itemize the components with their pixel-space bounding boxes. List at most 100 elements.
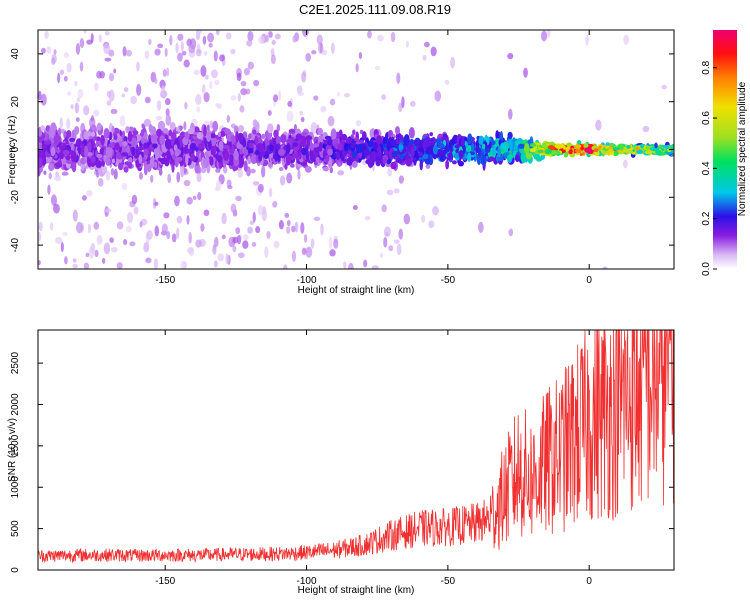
- spectrogram-cell: [289, 155, 295, 161]
- spectrogram-cell: [306, 138, 311, 148]
- spectrogram-cell: [221, 234, 226, 240]
- spectrogram-cell: [150, 156, 155, 169]
- spectrogram-cell: [193, 69, 200, 75]
- spectrogram-cell: [183, 121, 187, 131]
- spectrogram-cell: [76, 221, 83, 234]
- y-tick-label: 2500: [10, 352, 21, 375]
- spectrogram-cell: [291, 225, 296, 233]
- spectrogram-cell: [188, 43, 196, 54]
- spectrogram-cell: [619, 145, 624, 151]
- spectrogram-cell: [237, 124, 245, 133]
- spectrogram-cell: [70, 150, 77, 163]
- spectrogram-cell: [517, 143, 526, 149]
- spectrogram-cell: [430, 46, 437, 57]
- spectrogram-cell: [145, 257, 152, 264]
- spectrogram-cell: [48, 126, 56, 139]
- spectrogram-cell: [317, 127, 323, 136]
- spectrogram-cell: [613, 150, 619, 155]
- spectrogram-cell: [154, 201, 159, 206]
- spectrogram-cell: [46, 46, 52, 54]
- spectrogram-cell: [59, 117, 64, 129]
- page-title: C2E1.2025.111.09.08.R19: [298, 2, 452, 17]
- spectrogram-cell: [351, 161, 358, 168]
- spectrogram-cell: [352, 204, 358, 210]
- spectrogram-cell: [184, 131, 190, 140]
- spectrogram-cell: [377, 34, 384, 42]
- spectrogram-cell: [310, 122, 318, 134]
- spectrogram-cell: [346, 157, 354, 166]
- spectrogram-cell: [167, 173, 172, 184]
- snr-frame: [37, 329, 675, 571]
- spectrogram-cell: [113, 134, 118, 141]
- spectrogram-cell: [285, 143, 291, 154]
- spectrogram-cell: [98, 34, 102, 43]
- spectrogram-cell: [188, 231, 192, 244]
- spectrogram-cell: [387, 167, 393, 177]
- y-tick-label: 1500: [10, 434, 21, 457]
- spectrogram-cell: [437, 148, 442, 158]
- spectrogram-cell: [123, 166, 129, 173]
- spectrogram-cell: [319, 42, 323, 54]
- spectrogram-cell: [252, 129, 257, 135]
- spectrogram-cell: [186, 196, 193, 205]
- spectrogram-cell: [148, 38, 152, 46]
- spectrogram-cell: [584, 147, 590, 153]
- spectrogram-cell: [101, 257, 106, 264]
- spectrogram-cell: [131, 137, 138, 149]
- spectrogram-cell: [225, 253, 230, 265]
- spectrogram-cell: [116, 221, 124, 230]
- spectrogram-cell: [381, 204, 387, 213]
- spectrogram-cell: [85, 252, 90, 258]
- spectrogram-cell: [396, 243, 402, 256]
- spectrogram-cell: [247, 226, 253, 234]
- spectrogram-blobs: [38, 30, 674, 269]
- spectrogram-cell: [226, 115, 231, 123]
- spectrogram-cell: [318, 141, 323, 152]
- spectrogram-cell: [157, 43, 164, 49]
- spectrogram-cell: [268, 187, 273, 198]
- spectrogram-cell: [150, 174, 154, 183]
- spectrogram-cell: [267, 110, 272, 116]
- spectrogram-cell: [60, 241, 64, 253]
- spectrogram-cell: [326, 139, 333, 146]
- spectrogram-cell: [219, 54, 225, 62]
- spectrogram-cell: [162, 91, 168, 97]
- spectrogram-cell: [401, 96, 405, 109]
- spectrogram-cell: [329, 166, 334, 174]
- spectrogram-cell: [142, 132, 148, 140]
- spectrogram-cell: [429, 132, 434, 137]
- spectrogram-cell: [122, 141, 128, 147]
- spectrogram-cell: [236, 234, 242, 245]
- spectrogram-cell: [196, 132, 203, 140]
- spectrogram-cell: [227, 185, 233, 190]
- spectrogram-cell: [86, 190, 93, 197]
- spectrogram-cell: [376, 135, 383, 145]
- spectrogram-cell: [383, 236, 388, 248]
- spectrogram-cell: [71, 160, 77, 173]
- spectrogram-cell: [111, 125, 115, 134]
- spectrogram-cell: [40, 47, 46, 54]
- snr-x-ticks: -150 -100 -50 0: [155, 330, 592, 587]
- spectrogram-cell: [301, 131, 308, 136]
- spectrogram-cell: [123, 239, 128, 245]
- spectrogram-cell: [390, 161, 397, 170]
- spectrogram-cell: [236, 72, 242, 82]
- spectrogram-cell: [187, 128, 195, 135]
- spectrogram-cell: [143, 118, 152, 127]
- spectrogram-cell: [340, 133, 348, 141]
- spectrogram-cell: [239, 105, 245, 113]
- spectrogram-cell: [264, 246, 269, 259]
- snr-x-axis-label: Height of straight line (km): [298, 585, 415, 596]
- spectrogram-cell: [336, 91, 341, 97]
- spectrogram-cell: [225, 32, 232, 40]
- spectrogram-cell: [457, 160, 465, 167]
- spectrogram-cell: [185, 153, 189, 166]
- spectrogram-cell: [230, 135, 236, 144]
- spectrogram-cell: [293, 123, 297, 131]
- spectrogram-cell: [298, 151, 302, 160]
- spectrogram-cell: [280, 133, 287, 144]
- spectrogram-cell: [120, 152, 129, 157]
- spectrogram-cell: [183, 59, 190, 68]
- spectrogram-cell: [87, 223, 91, 234]
- spectrogram-cell: [84, 145, 89, 158]
